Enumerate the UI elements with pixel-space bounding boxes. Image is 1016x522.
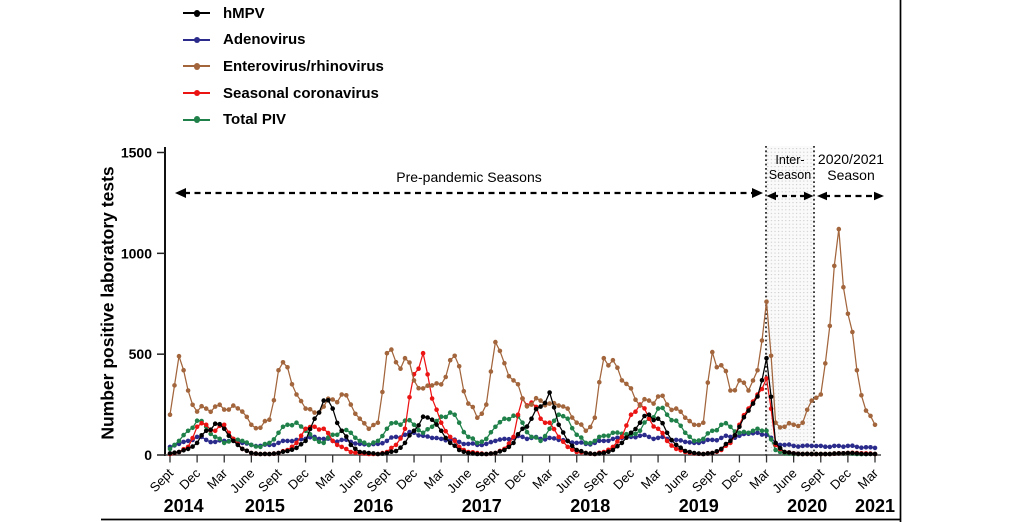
season-2020-2021-arrow xyxy=(817,191,884,201)
series-markers-hmpv xyxy=(167,355,878,457)
x-tick-label: Dec xyxy=(285,465,312,492)
x-tick-label: Sept xyxy=(797,465,827,495)
year-label: 2014 xyxy=(164,496,204,516)
pre-pandemic-label: Pre-pandemic Seasons xyxy=(396,169,542,185)
legend-item-adenovirus: Adenovirus xyxy=(183,27,384,54)
legend-label: Adenovirus xyxy=(223,31,306,49)
x-tick-label: Dec xyxy=(176,465,203,492)
legend-label: hMPV xyxy=(223,4,265,22)
x-tick-label: Dec xyxy=(719,465,746,492)
year-label: 2019 xyxy=(679,496,719,516)
x-tick-label: Sept xyxy=(255,465,285,495)
x-tick-label: Mar xyxy=(529,465,556,492)
y-tick-label: 500 xyxy=(129,346,153,362)
season-2020-2021-label-line1: 2020/2021 xyxy=(818,151,884,167)
x-tick-label: Sept xyxy=(472,465,502,495)
y-tick-label: 0 xyxy=(144,447,152,463)
x-tick-label: Mar xyxy=(204,465,231,492)
legend-label: Total PIV xyxy=(223,111,287,129)
year-label: 2017 xyxy=(462,496,502,516)
x-tick-label: June xyxy=(769,466,800,497)
legend-marker-seasonal-coronavirus xyxy=(183,89,210,97)
x-tick-label: Sept xyxy=(580,465,610,495)
x-tick-label: June xyxy=(661,466,692,497)
legend-item-enterovirus-rhinovirus: Enterovirus/rhinovirus xyxy=(183,53,384,80)
legend-marker-total-piv xyxy=(183,116,210,123)
legend-label: Enterovirus/rhinovirus xyxy=(223,57,384,75)
x-tick-label: Dec xyxy=(610,465,637,492)
legend-item-seasonal-coronavirus: Seasonal coronavirus xyxy=(183,80,384,107)
x-tick-label: June xyxy=(335,466,366,497)
x-tick-label: Mar xyxy=(746,465,773,492)
inter-season-label-line1: Inter- xyxy=(775,153,804,167)
x-tick-label: Sept xyxy=(689,465,719,495)
x-tick-label: Dec xyxy=(827,465,854,492)
x-tick-label: Mar xyxy=(312,465,339,492)
year-label: 2015 xyxy=(245,496,285,516)
legend: hMPV Adenovirus Enterovirus/rhinovirus Seas… xyxy=(183,0,384,133)
inter-season-label-line2: Season xyxy=(769,168,811,182)
x-tick-label: Mar xyxy=(638,465,665,492)
y-axis-title: Number positive laboratory tests xyxy=(97,166,118,440)
x-tick-label: Mar xyxy=(855,465,882,492)
x-tick-label: Dec xyxy=(393,465,420,492)
y-tick-label: 1000 xyxy=(121,245,152,261)
x-tick-label: Mar xyxy=(421,465,448,492)
y-tick-label: 1500 xyxy=(121,145,152,161)
x-tick-label: Sept xyxy=(147,465,177,495)
legend-label: Seasonal coronavirus xyxy=(223,84,379,102)
x-tick-label: June xyxy=(552,466,583,497)
inter-season-arrow xyxy=(766,191,814,201)
year-label: 2020 xyxy=(787,496,827,516)
legend-item-hmpv: hMPV xyxy=(183,0,384,27)
year-label: 2021 xyxy=(855,496,895,516)
x-tick-label: Sept xyxy=(364,465,394,495)
legend-item-total-piv: Total PIV xyxy=(183,106,384,133)
x-tick-label: June xyxy=(444,466,475,497)
legend-marker-adenovirus xyxy=(183,36,210,44)
x-tick-label: Dec xyxy=(502,465,529,492)
year-label: 2016 xyxy=(353,496,393,516)
legend-marker-hmpv xyxy=(183,10,210,17)
season-2020-2021-label-line2: Season xyxy=(827,167,874,183)
pre-pandemic-arrow xyxy=(175,188,763,198)
year-label: 2018 xyxy=(570,496,610,516)
series-group xyxy=(167,226,878,457)
x-tick-label: June xyxy=(227,466,258,497)
series-markers-enterovirus-rhinovirus xyxy=(167,226,878,434)
legend-marker-enterovirus-rhinovirus xyxy=(183,63,210,70)
